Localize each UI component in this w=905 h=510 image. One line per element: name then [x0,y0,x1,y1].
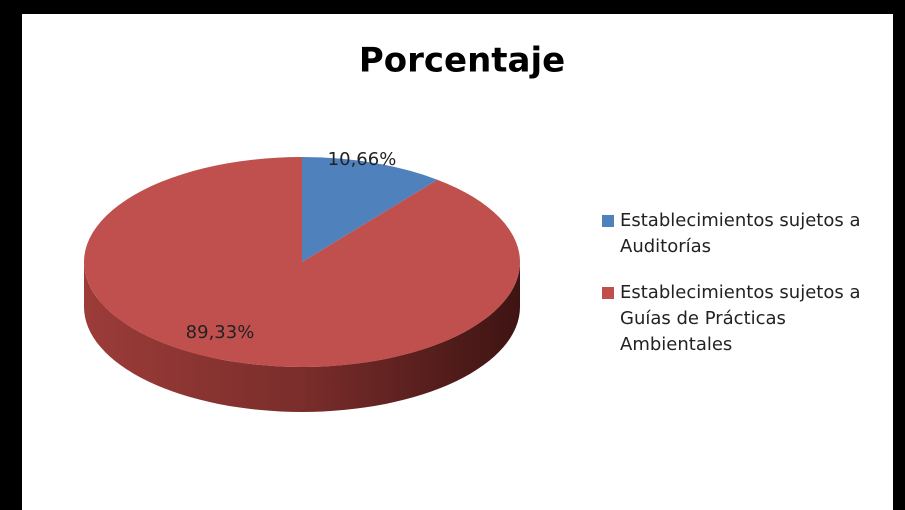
pie-side [84,262,520,412]
legend-label: Establecimientos sujetos a Guías de Prác… [620,282,861,355]
data-label: 10,66% [328,149,397,170]
legend-swatch [602,215,614,227]
legend: Establecimientos sujetos a Auditorías Est… [600,208,890,378]
legend-swatch [602,287,614,299]
legend-label: Establecimientos sujetos a Auditorías [620,210,861,257]
legend-item: Establecimientos sujetos a Guías de Prác… [600,280,890,358]
legend-item: Establecimientos sujetos a Auditorías [600,208,890,260]
pie-slice [83,157,520,367]
chart-title: Porcentaje [359,41,565,81]
data-label: 89,33% [186,322,255,343]
pie-slice [302,157,438,262]
